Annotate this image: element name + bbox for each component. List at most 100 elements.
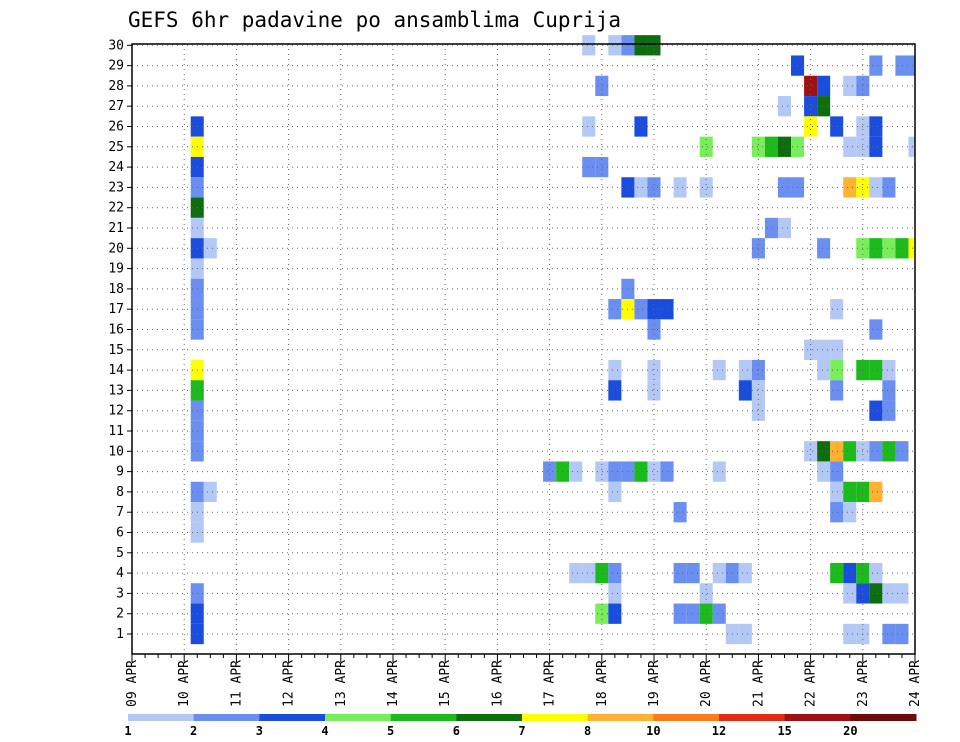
y-tick-label: 23 — [108, 180, 124, 195]
heatmap-cell — [673, 603, 687, 624]
heatmap-cell — [895, 623, 909, 645]
y-tick-label: 28 — [108, 79, 124, 94]
colorbar-label: 1 — [124, 724, 131, 738]
heatmap-cell — [582, 156, 596, 178]
x-tick-label: 23 APR — [856, 660, 871, 707]
colorbar-label: 7 — [518, 724, 525, 738]
x-tick-label: 09 APR — [125, 660, 140, 707]
heatmap-cell — [869, 136, 883, 157]
heatmap-cell — [751, 400, 765, 421]
colorbar-swatch — [259, 714, 326, 721]
y-tick-label: 2 — [116, 607, 124, 622]
heatmap-cell — [843, 177, 857, 198]
y-tick-label: 10 — [108, 444, 124, 459]
colorbar-label: 10 — [646, 724, 660, 738]
heatmap-cell — [817, 75, 831, 97]
heatmap-cell — [712, 603, 726, 624]
x-tick-label: 22 APR — [804, 660, 819, 707]
y-tick-label: 6 — [116, 526, 124, 541]
heatmap-cell — [699, 136, 713, 157]
heatmap-cell — [882, 400, 896, 421]
heatmap-cell — [869, 55, 883, 76]
y-tick-label: 21 — [108, 221, 124, 236]
heatmap-cell — [882, 441, 896, 462]
heatmap-cell — [843, 562, 857, 584]
heatmap-cell — [882, 380, 896, 401]
heatmap-cell — [647, 177, 661, 198]
heatmap-cell — [203, 238, 217, 259]
colorbar-label: 15 — [777, 724, 791, 738]
x-tick-label: 24 APR — [908, 660, 923, 707]
plot-frame — [131, 43, 916, 655]
heatmap-cell — [634, 177, 648, 198]
heatmap-cell — [634, 461, 648, 482]
heatmap-cell — [673, 502, 687, 523]
heatmap-cell — [647, 461, 661, 482]
heatmap-cell — [608, 359, 622, 381]
grid-lines — [132, 44, 915, 654]
chart-title: GEFS 6hr padavine po ansamblima Cuprija — [128, 8, 621, 32]
colorbar-label: 5 — [387, 724, 394, 738]
heatmap-cell — [817, 96, 831, 117]
y-tick-label: 29 — [108, 59, 124, 74]
colorbar-swatch — [128, 714, 195, 721]
y-tick-label: 25 — [108, 140, 124, 155]
heatmap-cell — [908, 136, 915, 157]
heatmap-cell — [634, 116, 648, 137]
colorbar-label: 4 — [321, 724, 328, 738]
heatmap-cell — [869, 562, 883, 584]
y-tick-label: 22 — [108, 201, 124, 216]
heatmap-cell — [895, 55, 909, 76]
colorbar-label: 20 — [843, 724, 857, 738]
heatmap-cell — [595, 75, 609, 97]
heatmap-cell — [830, 116, 844, 137]
heatmap-cell — [895, 238, 909, 259]
colorbar-label: 6 — [453, 724, 460, 738]
heatmap-cell — [882, 177, 896, 198]
heatmap-cell — [608, 603, 622, 624]
heatmap-cell — [595, 461, 609, 482]
x-tick-label: 13 APR — [334, 660, 349, 707]
heatmap-cell — [882, 359, 896, 381]
heatmap-cell — [869, 177, 883, 198]
heatmap-cell — [817, 359, 831, 381]
heatmap-cell — [699, 583, 713, 604]
colorbar-swatch — [325, 714, 392, 721]
heatmap-cell — [647, 35, 661, 56]
heatmap-cell — [869, 481, 883, 503]
heatmap-cell — [817, 461, 831, 482]
y-tick-label: 13 — [108, 383, 124, 398]
x-tick-label: 10 APR — [177, 660, 192, 707]
heatmap-cell — [777, 96, 792, 117]
heatmap-cell — [869, 400, 883, 421]
heatmap-cell — [712, 562, 726, 584]
y-tick-label: 20 — [108, 241, 124, 256]
heatmap-cell — [804, 116, 818, 137]
y-tick-label: 8 — [116, 485, 124, 500]
heatmap-cell — [777, 217, 792, 239]
colorbar-swatch — [719, 714, 786, 721]
colorbar-swatch — [850, 714, 917, 721]
heatmap-cell — [608, 299, 622, 320]
y-tick-label: 16 — [108, 323, 124, 338]
heatmap-cell — [203, 481, 217, 503]
y-tick-label: 26 — [108, 120, 124, 135]
y-tick-label: 7 — [116, 505, 124, 520]
y-tick-label: 19 — [108, 262, 124, 277]
heatmap-cell — [817, 238, 831, 259]
colorbar-label: 2 — [190, 724, 197, 738]
heatmap-cell — [882, 238, 896, 259]
heatmap-cell — [843, 75, 857, 97]
heatmap-cell — [738, 359, 752, 381]
heatmap-cell — [843, 502, 857, 523]
heatmap-cell — [843, 481, 857, 503]
heatmap-cell — [764, 136, 778, 157]
heatmap-cell — [738, 623, 752, 645]
heatmap-cell — [608, 583, 622, 604]
heatmap-cell — [634, 35, 648, 56]
x-tick-label: 16 APR — [490, 660, 505, 707]
heatmap-cell — [882, 583, 896, 604]
x-axis: 09 APR 10 APR 11 APR 12 APR 13 APR 14 APR 15 A… — [125, 654, 923, 707]
x-tick-label: 15 APR — [438, 660, 453, 707]
heatmap-cell — [804, 75, 818, 97]
